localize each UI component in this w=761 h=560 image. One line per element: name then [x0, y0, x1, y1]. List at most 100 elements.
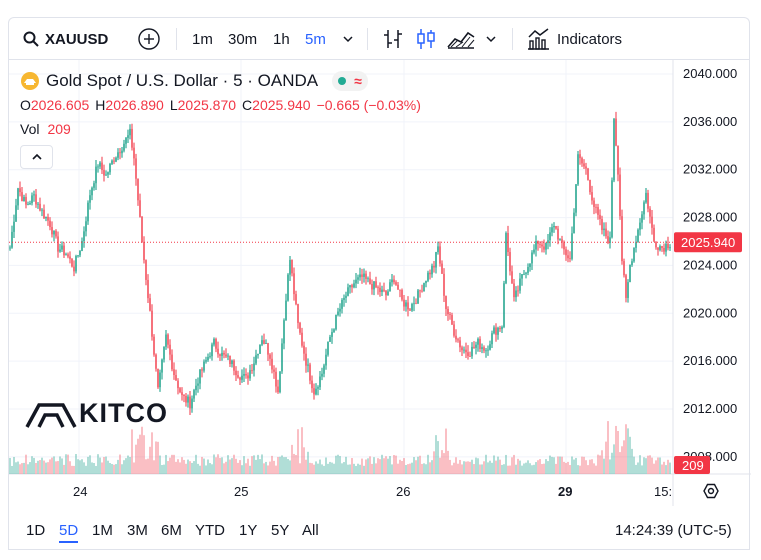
volume-bar — [411, 462, 413, 474]
volume-bar — [31, 456, 33, 474]
volume-bar — [197, 463, 199, 474]
range-3m[interactable]: 3M — [127, 522, 148, 539]
bar-style-button[interactable] — [382, 18, 404, 60]
candle-body — [151, 310, 153, 337]
candle-body — [23, 197, 25, 202]
volume-bar — [549, 455, 551, 474]
candle-body — [655, 241, 657, 248]
volume-bar — [229, 459, 231, 474]
volume-bar — [13, 456, 15, 474]
volume-bar — [185, 463, 187, 474]
clock-timezone[interactable]: 14:24:39 (UTC-5) — [615, 522, 732, 539]
candles-style-button[interactable] — [415, 18, 437, 60]
market-status-badge[interactable]: ≈ — [332, 71, 368, 91]
range-1d[interactable]: 1D — [26, 522, 46, 539]
candle-body — [527, 267, 529, 273]
volume-bar — [541, 464, 543, 474]
candle-body — [433, 265, 435, 268]
volume-bar — [57, 461, 59, 474]
close-value: 2025.940 — [252, 97, 311, 113]
range-ytd[interactable]: YTD — [195, 522, 225, 539]
range-1y[interactable]: 1Y — [239, 522, 258, 539]
candle-body — [333, 329, 335, 333]
candle-body — [215, 338, 217, 349]
volume-bar — [529, 463, 531, 474]
compare-symbol-button[interactable] — [137, 18, 161, 60]
volume-bar — [39, 460, 41, 474]
volume-bar — [551, 456, 553, 474]
candle-body — [109, 163, 111, 173]
volume-bar — [117, 459, 119, 474]
candle-body — [545, 242, 547, 250]
candle-body — [71, 258, 73, 267]
chart-type-dropdown-button[interactable] — [485, 18, 497, 60]
candle-body — [153, 336, 155, 355]
symbol-search-button[interactable]: XAUUSD — [23, 18, 108, 60]
candle-body — [487, 349, 489, 351]
candle-body — [347, 287, 349, 296]
candle-body — [621, 216, 623, 262]
candle-body — [361, 274, 363, 277]
candle-body — [43, 209, 45, 219]
candle-body — [555, 225, 557, 229]
candle-body — [255, 355, 257, 364]
volume-value: 209 — [47, 121, 71, 137]
range-1m[interactable]: 1M — [92, 522, 113, 539]
price-chart[interactable]: 2040.000 2036.000 2032.000 2028.000 2024.000… — [9, 60, 751, 506]
volume-bar — [623, 440, 625, 474]
interval-30m[interactable]: 30m — [228, 30, 258, 48]
volume-bar — [35, 462, 37, 474]
candle-body — [537, 240, 539, 244]
candle-body — [129, 128, 131, 136]
interval-dropdown-button[interactable] — [342, 18, 354, 60]
candle-body — [225, 354, 227, 357]
indicators-button[interactable]: Indicators — [527, 18, 622, 60]
candle-body — [279, 371, 281, 393]
current-price-tag — [674, 232, 742, 253]
candle-body — [137, 178, 139, 201]
candle-body — [629, 264, 631, 283]
candle-body — [173, 369, 175, 376]
volume-bar — [325, 457, 327, 474]
range-5y[interactable]: 5Y — [271, 522, 290, 539]
volume-bar — [443, 453, 445, 474]
interval-1h[interactable]: 1h — [273, 30, 290, 48]
volume-bar — [503, 464, 505, 474]
range-all[interactable]: All — [302, 522, 319, 539]
candle-body — [485, 350, 487, 352]
volume-bar — [153, 460, 155, 474]
volume-bar — [47, 462, 49, 474]
interval-1m[interactable]: 1m — [192, 30, 213, 48]
candle-body — [651, 216, 653, 228]
area-style-button[interactable] — [446, 18, 476, 60]
candle-body — [75, 256, 77, 272]
interval-5m[interactable]: 5m — [305, 30, 326, 48]
candle-body — [523, 273, 525, 275]
volume-bar — [285, 457, 287, 474]
candle-body — [511, 271, 513, 284]
candle-body — [561, 239, 563, 243]
candle-body — [73, 266, 75, 272]
volume-bar — [581, 456, 583, 474]
range-5d[interactable]: 5D — [59, 522, 79, 543]
volume-bar — [327, 463, 329, 474]
candle-body — [127, 135, 129, 138]
volume-bar — [167, 461, 169, 474]
collapse-legend-button[interactable] — [20, 145, 53, 169]
candle-body — [163, 346, 165, 360]
volume-bar — [43, 460, 45, 474]
range-6m[interactable]: 6M — [161, 522, 182, 539]
volume-bar — [257, 454, 259, 474]
candle-body — [541, 244, 543, 247]
candle-body — [191, 398, 193, 409]
volume-bar — [523, 463, 525, 474]
candle-body — [189, 396, 191, 409]
candle-body — [335, 314, 337, 330]
volume-bar — [639, 455, 641, 474]
chart-settings-icon[interactable] — [703, 483, 719, 499]
volume-bar — [583, 456, 585, 474]
chart-pane[interactable]: 2040.000 2036.000 2032.000 2028.000 2024.000… — [8, 59, 751, 506]
candle-body — [639, 222, 641, 230]
volume-bar — [547, 461, 549, 474]
volume-bar — [637, 462, 639, 474]
